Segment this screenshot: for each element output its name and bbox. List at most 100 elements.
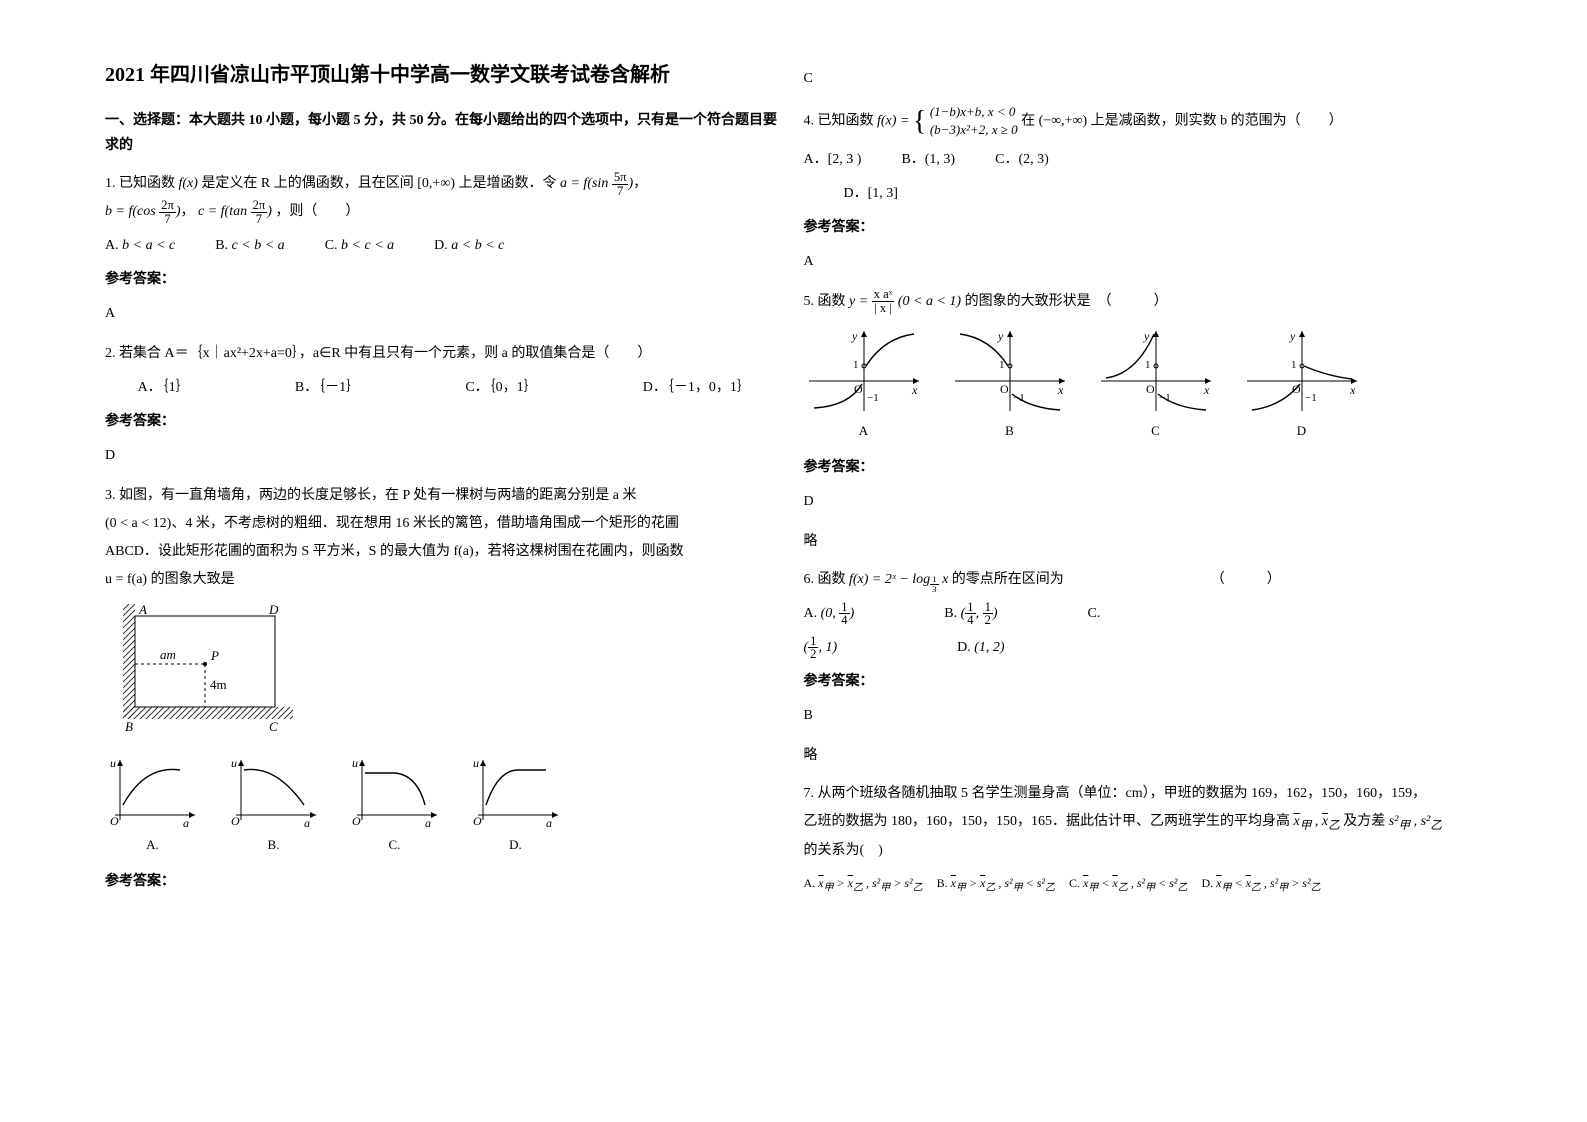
q6-options-2: (12, 1) D. (1, 2) xyxy=(804,634,1483,662)
q7-optB: B. x甲 > x乙 , s²甲 < s²乙 xyxy=(937,871,1055,898)
svg-text:y: y xyxy=(1143,329,1150,343)
question-7: 7. 从两个班级各随机抽取 5 名学生测量身高（单位：cm），甲班的数据为 16… xyxy=(804,780,1483,899)
q6-optD: D. (1, 2) xyxy=(957,634,1004,662)
q3-rect-svg: A D B C am 4m P xyxy=(105,604,305,734)
svg-text:u: u xyxy=(231,756,237,770)
q4-stem-suffix: 在 (−∞,+∞) 上是减函数，则实数 b 的范围为（ ） xyxy=(1021,114,1343,129)
svg-text:y: y xyxy=(1289,329,1296,343)
q1-options: A. b < a < c B. c < b < a C. b < c < a D… xyxy=(105,232,784,260)
svg-text:O: O xyxy=(854,382,863,396)
q1-optD: D. a < b < c xyxy=(434,232,504,260)
svg-text:O: O xyxy=(1146,382,1155,396)
left-column: 2021 年四川省凉山市平顶山第十中学高一数学文联考试卷含解析 一、选择题：本大… xyxy=(95,60,794,1062)
svg-text:−1: −1 xyxy=(867,392,879,404)
q7-stem3: 的关系为( ) xyxy=(804,837,1483,865)
q5-graph-D: y x O 1 −1 D xyxy=(1242,326,1362,444)
q7-stem1: 7. 从两个班级各随机抽取 5 名学生测量身高（单位：cm），甲班的数据为 16… xyxy=(804,780,1483,808)
q3-A: A xyxy=(138,604,147,617)
q1-optC: C. b < c < a xyxy=(325,232,394,260)
svg-text:O: O xyxy=(473,814,482,828)
svg-text:1: 1 xyxy=(1291,359,1297,371)
q3-label-B: B. xyxy=(226,832,321,858)
q5-graph-A: y x O 1 −1 A xyxy=(804,326,924,444)
q5-graph-C: y x O 1 −1 C xyxy=(1096,326,1216,444)
svg-text:a: a xyxy=(425,816,431,830)
q5-cond: (0 < a < 1) xyxy=(898,294,961,309)
q3-graph-C: u O a C. xyxy=(347,755,442,858)
q3-ans: C xyxy=(804,66,1483,91)
svg-text:x: x xyxy=(1057,383,1064,397)
q6-optA: A. (0, 14) xyxy=(804,600,855,628)
q4-ans-label: 参考答案： xyxy=(804,214,1483,242)
q6-stem-prefix: 6. 函数 xyxy=(804,572,850,587)
q5-stem-prefix: 5. 函数 xyxy=(804,294,850,309)
question-1: 1. 已知函数 f(x) 是定义在 R 上的偶函数，且在区间 [0,+∞) 上是… xyxy=(105,170,784,328)
q4-optC: C．(2, 3) xyxy=(995,146,1049,174)
q6-options: A. (0, 14) B. (14, 12) C. xyxy=(804,600,1483,628)
q4-piecewise: f(x) = xyxy=(877,114,913,129)
svg-text:O: O xyxy=(231,814,240,828)
q4-optA: A．[2, 3 ) xyxy=(804,146,862,174)
exam-title: 2021 年四川省凉山市平顶山第十中学高一数学文联考试卷含解析 xyxy=(105,60,784,90)
svg-text:a: a xyxy=(183,816,189,830)
q2-ans: D xyxy=(105,442,784,470)
svg-text:−1: −1 xyxy=(1013,392,1025,404)
q3-4m: 4m xyxy=(210,677,227,692)
right-column: C 4. 已知函数 f(x) = { (1−b)x+b, x < 0 (b−3)… xyxy=(794,60,1493,1062)
q5-option-graphs: y x O 1 −1 A y x xyxy=(804,326,1483,444)
q2-optC: C．｛0，1｝ xyxy=(465,374,537,402)
q3-label-A: A. xyxy=(105,832,200,858)
q2-options: A．｛1｝ B．｛－1｝ C．｛0，1｝ D．｛－1，0，1｝ xyxy=(105,374,784,402)
svg-text:a: a xyxy=(304,816,310,830)
q7-stem2: 乙班的数据为 180，160，150，150，165．据此估计甲、乙两班学生的平… xyxy=(804,808,1483,837)
svg-text:O: O xyxy=(352,814,361,828)
question-3: 3. 如图，有一直角墙角，两边的长度足够长，在 P 处有一棵树与两墙的距离分别是… xyxy=(105,482,784,896)
q6-note: 略 xyxy=(804,742,1483,770)
svg-text:y: y xyxy=(851,329,858,343)
q3-stem2: (0 < a < 12)、4 米，不考虑树的粗细．现在想用 16 米长的篱笆，借… xyxy=(105,510,784,538)
q5-graph-B: y x O 1 −1 B xyxy=(950,326,1070,444)
svg-text:O: O xyxy=(1000,382,1009,396)
q1-ans-label: 参考答案： xyxy=(105,266,784,294)
svg-text:x: x xyxy=(911,383,918,397)
q3-am: am xyxy=(160,647,176,662)
q5-label-D: D xyxy=(1242,418,1362,444)
q2-stem: 2. 若集合 A＝｛x｜ax²+2x+a=0｝，a∈R 中有且只有一个元素，则 … xyxy=(105,340,784,368)
svg-text:x: x xyxy=(1203,383,1210,397)
q7-optD: D. x甲 < x乙 , s²甲 > s²乙 xyxy=(1201,871,1320,898)
q3-D: D xyxy=(268,604,279,617)
q4-optB: B．(1, 3) xyxy=(901,146,955,174)
q1-ans: A xyxy=(105,300,784,328)
svg-text:u: u xyxy=(110,756,116,770)
svg-text:u: u xyxy=(473,756,479,770)
q3-ans-label: 参考答案： xyxy=(105,868,784,896)
svg-text:a: a xyxy=(546,816,552,830)
q3-option-graphs: u O a A. u O a B. xyxy=(105,755,784,858)
q2-ans-label: 参考答案： xyxy=(105,408,784,436)
q3-C: C xyxy=(269,719,278,734)
svg-text:−1: −1 xyxy=(1305,392,1317,404)
question-6: 6. 函数 f(x) = 2ˣ − log13 x 的零点所在区间为 （ ） A… xyxy=(804,566,1483,770)
brace-icon: { xyxy=(913,109,926,134)
q5-ans-label: 参考答案： xyxy=(804,454,1483,482)
q3-stem4: u = f(a) 的图象大致是 xyxy=(105,566,784,594)
q3-P: P xyxy=(210,648,219,663)
q3-label-D: D. xyxy=(468,832,563,858)
q1-a-def: a = f(sin 5π7) xyxy=(560,176,633,191)
q1-stem-prefix: 1. 已知函数 xyxy=(105,176,179,191)
q1-b-def: b = f(cos 2π7) xyxy=(105,204,181,219)
q5-label-C: C xyxy=(1096,418,1216,444)
q3-graph-A: u O a A. xyxy=(105,755,200,858)
q6-optC-val: (12, 1) xyxy=(804,634,838,662)
q7-optA: A. x甲 > x乙 , s²甲 > s²乙 xyxy=(804,871,923,898)
svg-text:y: y xyxy=(997,329,1004,343)
question-5: 5. 函数 y = x aˣ| x | (0 < a < 1) 的图象的大致形状… xyxy=(804,288,1483,556)
svg-text:u: u xyxy=(352,756,358,770)
q5-stem-suffix: 的图象的大致形状是 （ ） xyxy=(965,294,1168,309)
q1-optB: B. c < b < a xyxy=(215,232,284,260)
svg-text:O: O xyxy=(1292,382,1301,396)
q5-ans: D xyxy=(804,488,1483,516)
q6-optB: B. (14, 12) xyxy=(944,600,997,628)
q3-B: B xyxy=(125,719,133,734)
svg-text:−1: −1 xyxy=(1159,392,1171,404)
